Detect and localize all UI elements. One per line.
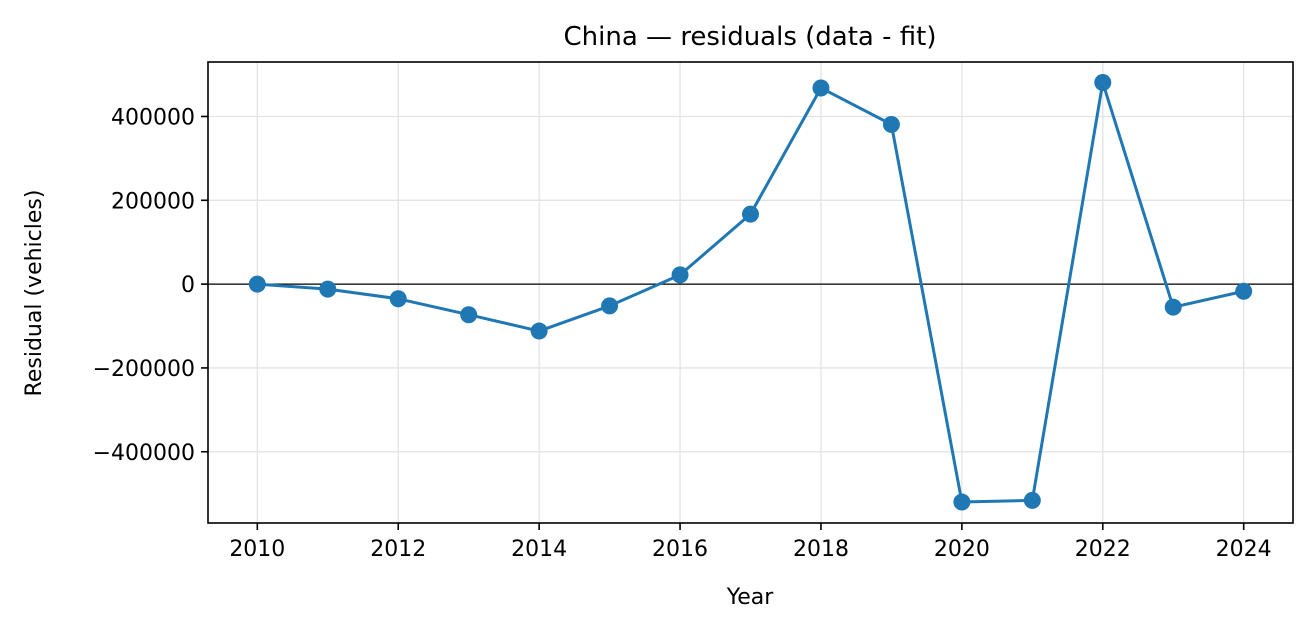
x-tick-label: 2010	[229, 537, 285, 562]
series	[248, 74, 1253, 511]
data-point	[460, 306, 478, 324]
x-tick-label: 2012	[370, 537, 426, 562]
y-tick-label: 400000	[111, 105, 195, 130]
y-tick-label: −400000	[93, 441, 195, 466]
axes-frame	[207, 61, 1294, 524]
x-tick-label: 2018	[793, 537, 849, 562]
data-point	[812, 79, 830, 97]
series-line	[257, 81, 1245, 504]
y-tick-label: −200000	[93, 357, 195, 382]
plot-frame	[207, 61, 1294, 524]
data-point	[742, 205, 759, 223]
data-point	[1094, 74, 1112, 92]
x-tick-label: 2014	[511, 537, 567, 562]
data-point	[319, 280, 337, 298]
chart-title: China — residuals (data - fit)	[564, 22, 937, 52]
x-tick-label: 2020	[934, 537, 990, 562]
data-point	[530, 322, 548, 340]
data-point	[389, 290, 407, 308]
data-point	[882, 115, 900, 133]
x-tick-label: 2022	[1075, 537, 1131, 562]
grid	[208, 62, 1293, 523]
x-tick-label: 2016	[652, 537, 708, 562]
y-tick-label: 0	[181, 273, 195, 298]
data-point	[1023, 491, 1041, 509]
x-axis-ticks: 2010 2012 2014 2016 2018 2020 2022 2024	[229, 523, 1272, 562]
y-tick-label: 200000	[111, 189, 195, 214]
data-point	[671, 266, 689, 284]
data-point	[1235, 282, 1253, 300]
y-axis-ticks: −400000 −200000 0 200000 400000	[93, 105, 208, 466]
data-point	[601, 297, 619, 315]
y-axis-label: Residual (vehicles)	[22, 190, 47, 397]
x-axis-label: Year	[726, 585, 775, 610]
x-tick-label: 2024	[1216, 537, 1272, 562]
data-point	[1164, 298, 1182, 316]
data-point	[248, 275, 266, 293]
data-point	[953, 493, 971, 511]
